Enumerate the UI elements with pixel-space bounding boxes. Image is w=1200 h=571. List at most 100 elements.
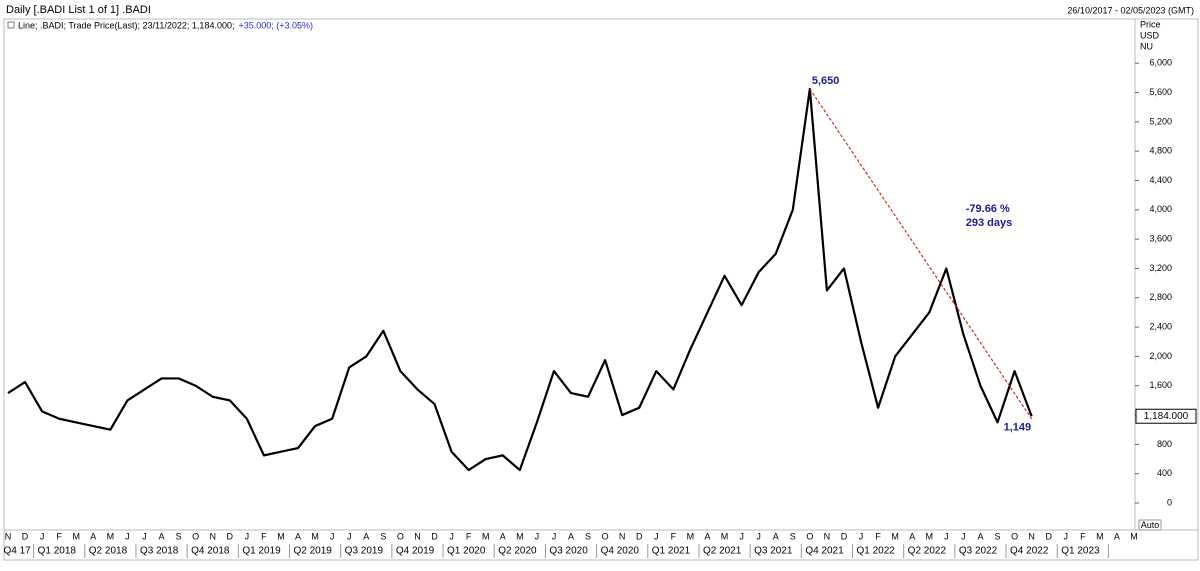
trend-line (809, 88, 1033, 420)
quarter-label: Q2 2021 (703, 546, 742, 557)
y-tick-label: 6,000 (1149, 58, 1172, 68)
x-tick-label: J (961, 531, 966, 541)
x-tick-label: M (926, 531, 934, 541)
x-tick-label: O (192, 531, 199, 541)
x-tick-label: M (311, 531, 319, 541)
quarter-label: Q1 2023 (1061, 546, 1100, 557)
legend-change: +35.000; (+3.05%) (238, 20, 313, 30)
quarter-label: Q3 2019 (345, 546, 384, 557)
chart-title: Daily [.BADI List 1 of 1] .BADI (6, 4, 151, 16)
annotation-change: -79.66 % (966, 203, 1010, 215)
x-tick-label: N (209, 531, 216, 541)
x-tick-label: N (1028, 531, 1035, 541)
annotation-end: 1,149 (1004, 422, 1032, 434)
y-tick-label: 2,400 (1149, 321, 1172, 331)
quarter-label: Q1 2021 (652, 546, 691, 557)
x-tick-label: M (1096, 531, 1104, 541)
y-tick-label: 5,200 (1149, 116, 1172, 126)
y-tick-label: 2,800 (1149, 292, 1172, 302)
quarter-label: Q3 2020 (549, 546, 588, 557)
x-tick-label: J (347, 531, 352, 541)
x-tick-label: A (90, 531, 96, 541)
x-tick-label: J (330, 531, 335, 541)
x-tick-label: J (125, 531, 130, 541)
x-tick-label: M (277, 531, 285, 541)
x-tick-label: N (824, 531, 831, 541)
time-axis-frame (3, 529, 1199, 561)
x-tick-label: A (568, 531, 574, 541)
y-tick-label: 4,800 (1149, 146, 1172, 156)
x-tick-label: F (1080, 531, 1086, 541)
x-tick-label: D (1045, 531, 1052, 541)
x-tick-label: S (790, 531, 796, 541)
quarter-label: Q2 2018 (89, 546, 128, 557)
y-tick-label: 2,000 (1149, 351, 1172, 361)
x-tick-label: A (363, 531, 369, 541)
x-tick-label: J (944, 531, 949, 541)
x-tick-label: J (245, 531, 250, 541)
x-tick-label: J (859, 531, 864, 541)
quarter-label: Q4 2018 (191, 546, 230, 557)
quarter-label: Q2 2020 (498, 546, 537, 557)
auto-button[interactable] (1138, 519, 1162, 531)
x-tick-label: M (687, 531, 695, 541)
x-tick-label: F (671, 531, 677, 541)
x-tick-label: A (704, 531, 710, 541)
x-tick-label: S (176, 531, 182, 541)
last-price-label: 1,184.000 (1144, 411, 1189, 422)
annotation-duration: 293 days (966, 217, 1012, 229)
x-tick-label: S (380, 531, 386, 541)
x-tick-label: N (414, 531, 421, 541)
y-tick-label: 4,400 (1149, 175, 1172, 185)
x-tick-label: O (1011, 531, 1018, 541)
quarter-label: Q4 2020 (601, 546, 640, 557)
y-tick-label: 5,600 (1149, 87, 1172, 97)
y-tick-label: 400 (1157, 468, 1172, 478)
x-tick-label: J (449, 531, 454, 541)
quarter-label: Q2 2019 (294, 546, 333, 557)
x-tick-label: D (841, 531, 848, 541)
last-price-box (1135, 408, 1197, 424)
x-tick-label: J (552, 531, 557, 541)
x-tick-label: A (295, 531, 301, 541)
x-tick-label: O (602, 531, 609, 541)
quarter-label: Q3 2018 (140, 546, 179, 557)
legend-icon[interactable] (7, 21, 15, 29)
x-tick-label: M (107, 531, 115, 541)
x-tick-label: J (756, 531, 761, 541)
quarter-label: Q1 2019 (242, 546, 281, 557)
x-tick-label: O (397, 531, 404, 541)
y-tick-label: 3,600 (1149, 234, 1172, 244)
x-tick-label: S (585, 531, 591, 541)
x-tick-label: A (977, 531, 983, 541)
x-tick-label: M (516, 531, 524, 541)
y-axis-label: USD (1140, 30, 1160, 40)
x-tick-label: F (466, 531, 472, 541)
x-tick-label: J (535, 531, 540, 541)
x-tick-label: J (739, 531, 744, 541)
x-tick-label: J (654, 531, 659, 541)
x-tick-label: F (261, 531, 267, 541)
x-tick-label: D (22, 531, 29, 541)
y-tick-label: 4,000 (1149, 204, 1172, 214)
x-tick-label: M (72, 531, 80, 541)
x-tick-label: D (431, 531, 438, 541)
x-tick-label: N (5, 531, 12, 541)
auto-button-label[interactable]: Auto (1141, 520, 1160, 530)
quarter-label: Q3 2021 (754, 546, 793, 557)
y-tick-label: 0 (1167, 497, 1172, 507)
quarter-label: Q1 2020 (447, 546, 486, 557)
quarter-label: Q4 2022 (1010, 546, 1049, 557)
x-tick-label: M (721, 531, 729, 541)
y-tick-label: 1,600 (1149, 380, 1172, 390)
x-tick-label: F (875, 531, 881, 541)
x-tick-label: J (40, 531, 45, 541)
y-tick-label: 3,200 (1149, 263, 1172, 273)
y-axis-label: Price (1140, 19, 1161, 29)
y-tick-label: 800 (1157, 439, 1172, 449)
quarter-label: Q1 2022 (857, 546, 896, 557)
date-range: 26/10/2017 - 02/05/2023 (GMT) (1067, 5, 1194, 15)
x-tick-label: A (500, 531, 506, 541)
x-tick-label: A (1114, 531, 1120, 541)
